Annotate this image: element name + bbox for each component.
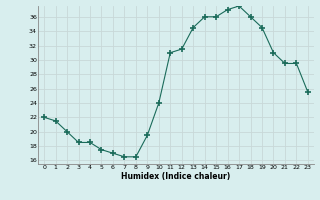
X-axis label: Humidex (Indice chaleur): Humidex (Indice chaleur): [121, 172, 231, 181]
